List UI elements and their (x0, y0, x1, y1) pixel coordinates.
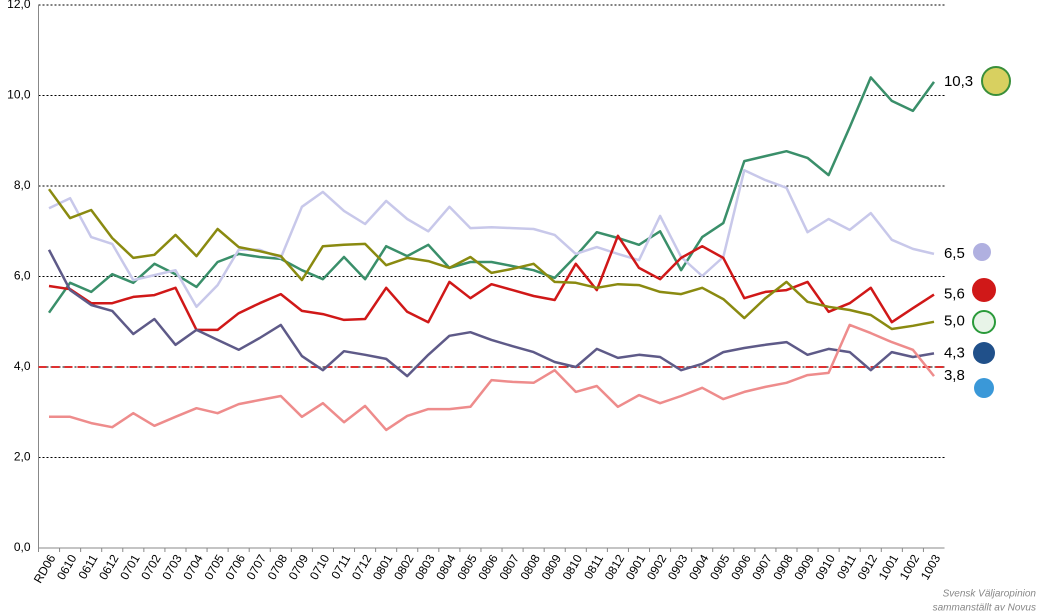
x-tick-label: 0912 (855, 552, 881, 582)
x-tick-label: 0709 (286, 552, 312, 582)
end-label: 4,3 (944, 344, 965, 361)
x-tick-label: 0903 (665, 552, 691, 582)
icon (974, 378, 994, 398)
x-tick-label: 0901 (623, 552, 649, 582)
y-tick-label: 4,0 (14, 359, 31, 373)
x-tick-label: 0906 (728, 552, 754, 582)
end-label: 6,5 (944, 245, 965, 262)
series-line (49, 323, 935, 432)
x-tick-label: 0802 (391, 552, 417, 582)
x-tick-label: 0812 (602, 552, 628, 582)
x-tick-label: 0807 (496, 552, 522, 582)
x-tick-label: 0701 (117, 552, 143, 582)
x-tick-label: 1003 (918, 552, 944, 582)
x-tick-label: 0910 (812, 552, 838, 582)
icon (972, 278, 996, 302)
x-tick-label: 0808 (518, 552, 544, 582)
icon (972, 310, 996, 334)
source-note: Svensk Väljaropinion (943, 589, 1037, 600)
y-tick-label: 2,0 (14, 450, 31, 464)
x-tick-label: 0804 (433, 552, 459, 582)
y-tick-label: 10,0 (7, 88, 31, 102)
x-tick-label: 1002 (897, 552, 923, 582)
x-tick-label: 0911 (834, 552, 859, 582)
y-tick-label: 0,0 (14, 540, 31, 554)
x-tick-label: 0712 (349, 552, 375, 582)
x-tick-label: 0907 (749, 552, 775, 582)
x-tick-label: 0810 (560, 552, 586, 582)
x-tick-label: 0909 (791, 552, 817, 582)
x-tick-label: 0702 (138, 552, 164, 582)
end-label: 5,6 (944, 286, 965, 303)
icon (973, 243, 991, 261)
series-line (47, 76, 936, 314)
party-icons (972, 66, 1011, 398)
y-tick-label: 12,0 (7, 0, 31, 11)
end-label: 5,0 (944, 313, 965, 330)
x-tick-label: 0902 (644, 552, 670, 582)
x-tick-label: 1001 (876, 552, 902, 582)
x-tick-label: 0611 (75, 552, 100, 582)
x-tick-label: 0908 (770, 552, 796, 582)
source-note: sammanställt av Novus (933, 603, 1036, 614)
x-tick-label: 0809 (539, 552, 565, 582)
x-tick-label: 0706 (223, 552, 249, 582)
series-line (48, 168, 935, 309)
x-tick-label: 0711 (328, 552, 353, 582)
x-tick-label: RD06 (31, 552, 59, 586)
icon (981, 66, 1011, 96)
x-tick-label: 0710 (307, 552, 333, 582)
x-tick-label: 0705 (201, 552, 227, 582)
x-tick-label: 0811 (581, 552, 606, 582)
end-label: 10,3 (944, 73, 973, 90)
y-tick-label: 6,0 (14, 269, 31, 283)
series-line (47, 188, 935, 331)
x-tick-label: 0612 (96, 552, 122, 582)
x-tick-label: 0803 (412, 552, 438, 582)
x-tick-label: 0904 (686, 552, 712, 582)
x-tick-label: 0704 (180, 552, 206, 582)
x-tick-label: 0801 (370, 552, 396, 582)
x-tick-label: 0905 (707, 552, 733, 582)
icon (973, 342, 995, 364)
x-tick-label: 0708 (265, 552, 291, 582)
y-tick-label: 8,0 (14, 178, 31, 192)
x-tick-label: 0610 (54, 552, 80, 582)
x-tick-label: 0707 (244, 552, 270, 582)
x-tick-label: 0703 (159, 552, 185, 582)
x-tick-label: 0805 (454, 552, 480, 582)
x-tick-label: 0806 (475, 552, 501, 582)
end-label: 3,8 (944, 367, 965, 384)
series-line (47, 249, 935, 378)
